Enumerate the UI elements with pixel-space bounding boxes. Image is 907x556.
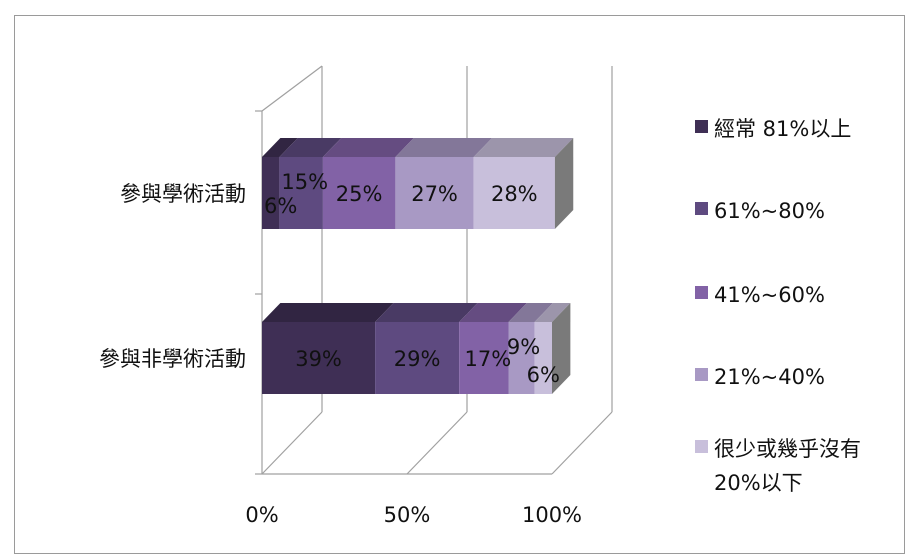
bar-segment — [375, 322, 460, 394]
x-tick-label: 0% — [245, 503, 278, 527]
legend-swatch — [695, 120, 708, 133]
legend-swatch — [695, 202, 708, 215]
data-label: 25% — [336, 182, 383, 206]
data-label: 39% — [295, 347, 342, 371]
category-label: 參與非學術活動 — [99, 347, 246, 371]
wall-top-edge — [261, 65, 323, 112]
chart-frame: 39% 29% 17% 9% 6% 參與非學術活動 6% 15% 25% 27% 28% 參與學術活動… — [14, 15, 905, 554]
bar-segment — [459, 322, 509, 394]
legend-swatch — [695, 440, 708, 453]
bar-top-face — [534, 303, 571, 322]
floor-gridline — [406, 411, 468, 475]
data-label: 6% — [527, 363, 560, 387]
legend-label: 很少或幾乎沒有 20%以下 — [714, 437, 861, 495]
legend-label: 61%~80% — [714, 199, 825, 223]
bar-top-face — [508, 303, 553, 322]
legend-item: 21%~40% — [695, 360, 825, 394]
legend-label: 41%~60% — [714, 283, 825, 307]
data-label: 27% — [411, 182, 458, 206]
legend-label: 21%~40% — [714, 365, 825, 389]
legend-item: 經常 81%以上 — [695, 112, 851, 146]
bar-segment — [534, 322, 552, 394]
floor-gridline — [261, 411, 323, 475]
x-tick-label: 100% — [522, 503, 582, 527]
floor-gridline — [551, 411, 613, 475]
bar-end-face — [552, 303, 571, 394]
bar-top-face — [459, 303, 527, 322]
legend-swatch — [695, 286, 708, 299]
legend-label: 經常 81%以上 — [714, 117, 852, 141]
data-label: 6% — [264, 194, 297, 218]
legend-item: 61%~80% — [695, 194, 825, 228]
bar-top-face — [322, 138, 414, 157]
bar-segment — [508, 322, 535, 394]
data-label: 28% — [491, 182, 538, 206]
bar-segment — [262, 322, 376, 394]
data-label: 17% — [465, 347, 512, 371]
data-label: 15% — [281, 170, 328, 194]
bar-end-face — [554, 138, 574, 229]
bar-segment — [473, 157, 555, 229]
bar-top-face — [262, 303, 394, 322]
bar-top-face — [395, 138, 493, 157]
bar-segment — [262, 157, 280, 229]
bar-segment — [279, 157, 323, 229]
data-label: 29% — [394, 347, 441, 371]
category-label: 參與學術活動 — [120, 182, 246, 206]
bar-top-face — [279, 138, 342, 157]
bar-segment — [322, 157, 396, 229]
legend-swatch — [695, 368, 708, 381]
data-label: 9% — [507, 335, 540, 359]
legend-item: 很少或幾乎沒有 20%以下 — [695, 432, 861, 500]
bar-top-face — [473, 138, 574, 157]
bar-segment — [395, 157, 474, 229]
bar-top-face — [375, 303, 478, 322]
x-tick-label: 50% — [384, 503, 431, 527]
bar-top-face — [262, 138, 298, 157]
legend-item: 41%~60% — [695, 278, 825, 312]
